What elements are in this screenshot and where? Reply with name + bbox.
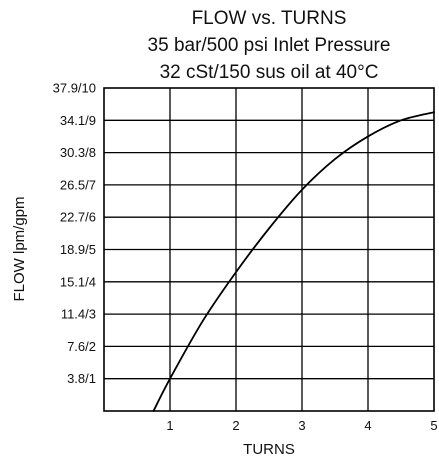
y-tick-label: 18.9/5 [60, 242, 96, 257]
series [152, 111, 435, 412]
y-tick-label: 34.1/9 [60, 113, 96, 128]
x-tick-label: 4 [364, 418, 371, 433]
y-tick-label: 30.3/8 [60, 145, 96, 160]
y-tick-label: 15.1/4 [60, 274, 96, 289]
y-tick-label: 22.7/6 [60, 210, 96, 225]
y-axis-ticks: 3.8/1 7.6/2 11.4/3 15.1/4 18.9/5 22.7/6 26.5/7… [53, 81, 96, 387]
plot-frame [103, 87, 435, 412]
plot-area [103, 87, 435, 412]
y-tick-label: 26.5/7 [60, 177, 96, 192]
chart-title-line: 32 cSt/150 sus oil at 40°C [160, 62, 379, 83]
grid [104, 88, 434, 411]
flow-curve [152, 111, 435, 412]
y-tick-label: 3.8/1 [67, 371, 96, 386]
y-axis-title: FLOW lpm/gpm [11, 196, 28, 301]
x-axis-ticks: 1 2 3 4 5 [166, 418, 437, 433]
x-tick-label: 3 [298, 418, 305, 433]
x-tick-label: 5 [430, 418, 437, 433]
y-tick-label: 37.9/10 [53, 81, 96, 96]
y-tick-label: 11.4/3 [61, 307, 96, 322]
chart-title-line: FLOW vs. TURNS [192, 8, 347, 29]
x-tick-label: 2 [232, 418, 239, 433]
chart-title: FLOW vs. TURNS 35 bar/500 psi Inlet Press… [148, 8, 391, 83]
y-tick-label: 7.6/2 [67, 339, 96, 354]
x-axis-title: TURNS [243, 441, 295, 458]
x-tick-label: 1 [166, 418, 173, 433]
chart-title-line: 35 bar/500 psi Inlet Pressure [148, 35, 391, 56]
